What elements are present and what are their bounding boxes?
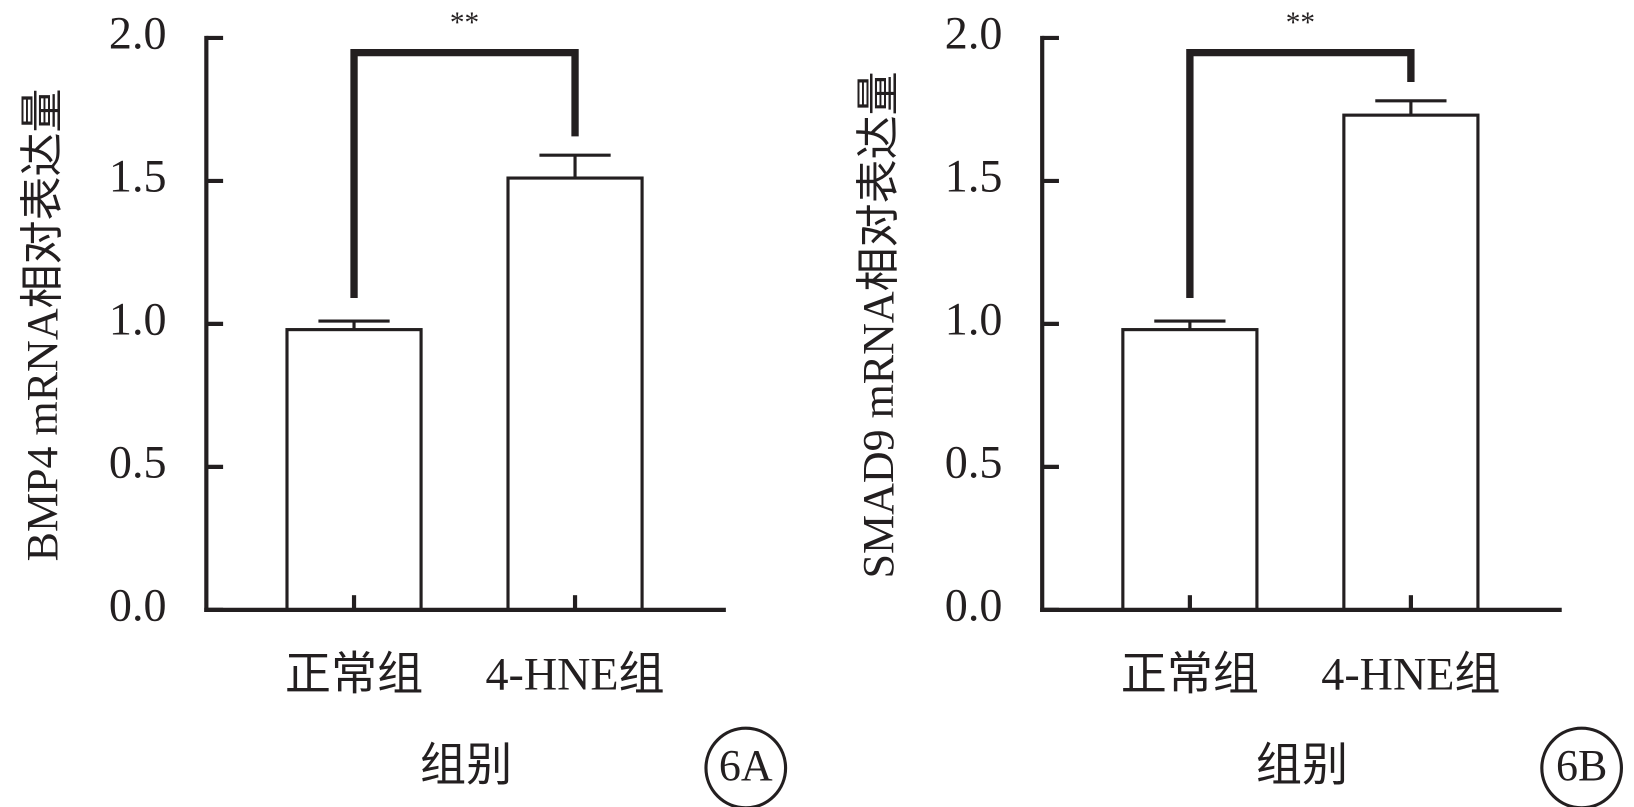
panel-label: 6A (719, 741, 773, 790)
x-axis-label: 组别 (420, 740, 512, 791)
y-tick-label: 0.0 (109, 579, 167, 630)
y-axis-label: BMP4 mRNA相对表达量 (18, 88, 67, 561)
panel-label: 6B (1556, 741, 1607, 790)
bar (1121, 328, 1259, 612)
y-tick-label: 1.0 (945, 293, 1003, 344)
y-tick-label: 0.5 (109, 436, 167, 487)
y-tick-label: 0.5 (945, 436, 1003, 487)
significance-bracket (350, 48, 579, 298)
x-tick-label: 正常组 (1121, 649, 1259, 700)
x-axis-label: 组别 (1256, 740, 1348, 791)
y-tick-label: 2.0 (109, 8, 167, 59)
bar (285, 328, 423, 612)
y-tick-label: 1.5 (945, 150, 1003, 201)
panel-label-circle (1540, 726, 1623, 807)
significance-bracket (1186, 48, 1415, 298)
x-tick-label: 正常组 (285, 649, 423, 700)
x-tick-label: 4-HNE组 (485, 649, 664, 700)
bar (1342, 113, 1480, 612)
y-axis-label: SMAD9 mRNA相对表达量 (854, 71, 903, 578)
y-tick-label: 1.5 (109, 150, 167, 201)
y-tick-label: 2.0 (945, 8, 1003, 59)
significance-label: ** (1286, 7, 1315, 39)
bar (506, 176, 644, 612)
y-tick-label: 1.0 (109, 293, 167, 344)
x-tick-label: 4-HNE组 (1321, 649, 1500, 700)
significance-label: ** (450, 7, 479, 39)
y-tick-label: 0.0 (945, 579, 1003, 630)
panel-label-circle (704, 726, 788, 807)
